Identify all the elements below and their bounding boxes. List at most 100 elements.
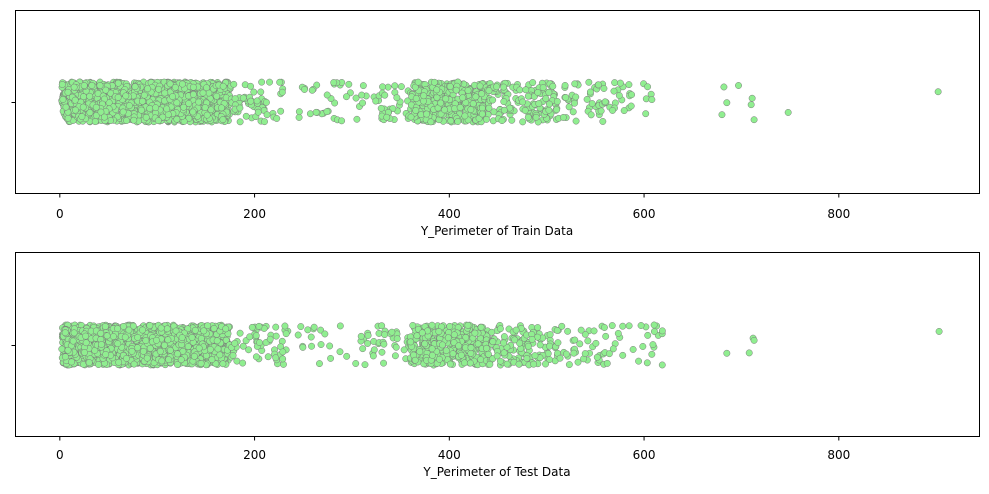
test-data-point [161,341,168,349]
test-data-point [500,349,508,357]
train-data-point [79,103,87,111]
train-data-point [431,78,438,86]
test-data-point [466,359,474,367]
test-data-point [496,325,504,333]
test-data-point [191,326,199,334]
train-data-point [359,82,367,90]
test-data-point [400,346,408,354]
test-data-point [266,335,274,343]
test-data-point [142,337,150,344]
test-data-point [416,348,424,356]
train-data-point [545,106,553,114]
test-data-point [299,343,307,351]
train-data-point [102,86,110,94]
train-data-point [451,105,459,113]
test-data-point [58,345,66,353]
train-data-point [571,99,578,107]
test-data-point [248,323,256,331]
train-data-point [616,79,624,87]
test-data-point [635,357,643,365]
train-data-point [478,110,486,118]
train-data-point [301,86,308,93]
train-data-point [542,95,550,103]
train-data-point [137,106,145,114]
train-data-point [489,96,497,104]
train-data-point [166,80,174,88]
train-data-point [323,91,331,99]
train-data-point [472,93,480,101]
train-data-point [96,82,104,89]
test-data-point [114,340,122,348]
train-data-point [91,118,99,126]
test-data-point [500,333,508,341]
train-data-point [521,106,529,114]
test-data-point [553,327,561,334]
test-data-point [256,339,263,347]
train-data-point [519,118,527,126]
train-data-point [549,82,557,90]
test-data-point [233,357,241,365]
test-data-point [477,323,485,331]
test-data-point [554,339,562,347]
test-data-point [272,332,280,340]
test-data-point [488,328,496,336]
test-data-point [745,349,753,357]
test-data-point [484,350,492,358]
train-data-point [391,82,399,90]
test-data-point [222,325,230,333]
test-data-point [229,352,237,359]
train-data-point [534,88,542,96]
test-data-point [364,340,372,347]
train-data-point [258,78,266,86]
train-data-point [125,102,133,110]
train-data-point [278,88,286,96]
train-data-point [218,104,225,112]
train-data-point [442,95,450,103]
train-data-point [119,108,127,116]
test-data-point [435,355,443,363]
train-data-point [648,96,656,104]
train-data-point [483,115,490,123]
test-data-point [190,352,198,360]
train-data-point [359,99,367,107]
test-data-point [639,343,647,350]
train-data-point [601,98,609,106]
train-data-point [485,87,493,95]
test-data-point [219,360,227,368]
test-data-point [592,339,600,347]
train-data-point [277,107,285,115]
train-data-point [114,93,122,101]
train-data-point [312,108,320,116]
test-data-point [166,346,174,354]
train-data-point [219,82,227,90]
test-data-point [165,356,173,364]
test-data-point [393,335,401,343]
train-data-point [747,101,755,109]
test-data-point [307,333,315,341]
test-data-point [500,339,508,347]
test-data-point [61,329,69,337]
test-data-point [629,346,637,353]
test-data-point [321,330,329,338]
test-data-point [935,328,943,335]
train-data-point [71,96,79,104]
test-data-point [650,328,658,335]
train-x-tick-label: 0 [56,207,64,221]
train-data-point [199,89,207,97]
train-data-point [231,95,239,103]
test-data-point [128,347,136,355]
test-x-tick-label: 600 [633,448,656,462]
test-data-point [95,361,102,369]
train-data-point [154,117,162,125]
test-data-point [343,352,351,360]
train-data-point [88,81,96,89]
test-data-point [442,347,450,355]
train-data-point [539,84,547,92]
train-data-point [594,81,602,89]
test-data-point [467,349,475,357]
test-data-point [282,330,290,338]
test-data-point [195,344,203,352]
test-data-point [143,354,151,362]
train-data-point [146,104,154,112]
test-data-point [370,346,378,354]
